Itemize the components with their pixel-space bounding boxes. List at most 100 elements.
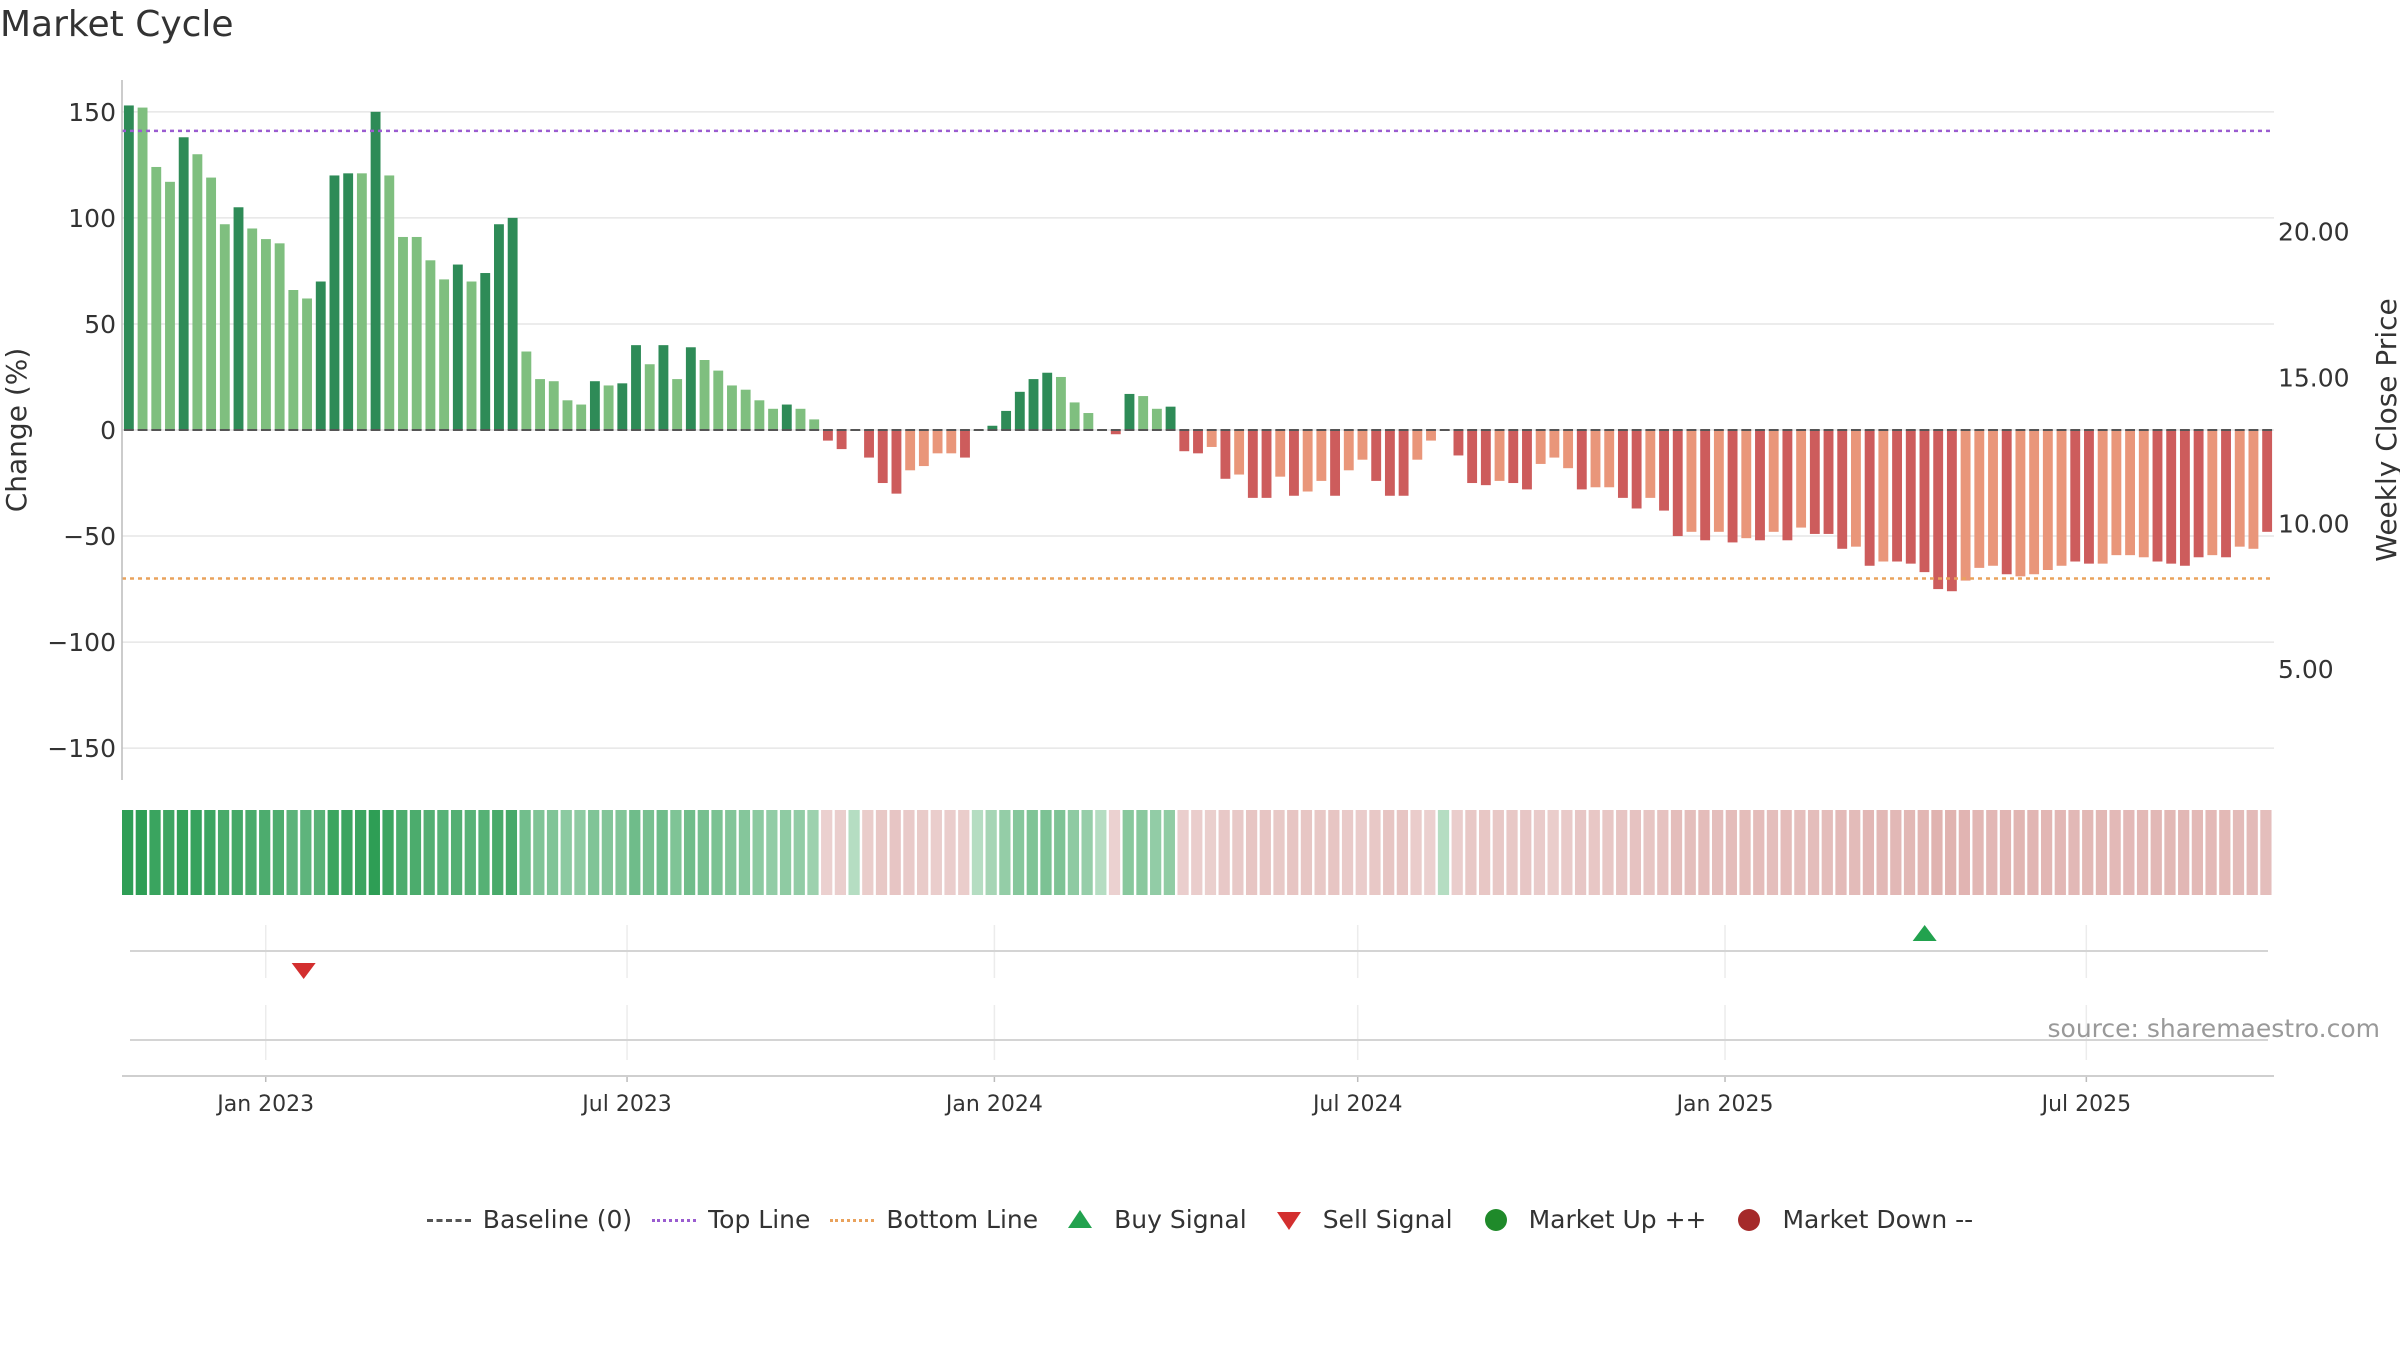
- heat-cell: [793, 810, 805, 895]
- bar: [1480, 430, 1491, 486]
- bar: [1974, 430, 1985, 568]
- heat-cell: [1972, 810, 1984, 895]
- bar: [905, 430, 916, 471]
- bar: [1713, 430, 1724, 532]
- bar: [1069, 402, 1080, 430]
- bar: [1892, 430, 1902, 562]
- bar: [548, 381, 559, 430]
- bar: [384, 175, 395, 430]
- heat-cell: [738, 810, 751, 895]
- heat-cell: [848, 810, 860, 895]
- heat-cell: [683, 810, 696, 895]
- heat-cell: [1835, 810, 1847, 895]
- bar: [754, 400, 765, 430]
- bar: [2125, 430, 2136, 556]
- bar: [2084, 430, 2094, 564]
- heat-cell: [1232, 810, 1244, 895]
- heat-cell: [1876, 810, 1888, 895]
- legend-label: Market Down --: [1782, 1205, 1974, 1234]
- heat-cell: [1287, 810, 1299, 895]
- heat-cell: [862, 810, 874, 895]
- bar: [370, 111, 381, 431]
- heat-cell: [1547, 810, 1559, 895]
- heat-cell: [1602, 810, 1614, 895]
- bar: [1576, 430, 1587, 490]
- y2-axis-label: Weekly Close Price: [2370, 298, 2400, 561]
- heat-strip-layer: [122, 810, 2272, 895]
- heat-cell: [245, 810, 257, 895]
- heat-cell: [423, 810, 435, 895]
- bar: [494, 224, 504, 430]
- heat-cell: [670, 810, 682, 895]
- heat-cell: [2191, 810, 2203, 895]
- heat-cell: [642, 810, 655, 895]
- bar: [1617, 430, 1628, 498]
- heat-cell: [834, 810, 847, 895]
- heat-cell: [313, 810, 326, 895]
- heat-cell: [135, 810, 147, 895]
- bar: [2234, 430, 2245, 547]
- y2-tick-label: 10.00: [2278, 509, 2350, 538]
- heat-cell: [971, 810, 984, 895]
- legend-label: Baseline (0): [482, 1205, 633, 1234]
- bar: [1549, 430, 1560, 458]
- heat-cell: [1054, 810, 1066, 895]
- bar: [2070, 430, 2081, 562]
- bar: [1275, 430, 1286, 477]
- bar: [260, 239, 271, 430]
- heat-cell: [779, 810, 792, 895]
- bar: [1124, 393, 1135, 430]
- bar: [1522, 430, 1532, 490]
- bar: [1179, 430, 1190, 452]
- bar: [960, 430, 970, 458]
- bar: [2221, 430, 2231, 558]
- bar: [795, 408, 806, 430]
- heat-cell: [985, 810, 997, 895]
- bottom-line-swatch-icon: [830, 1208, 875, 1232]
- bar: [1289, 430, 1299, 496]
- sell-signal-marker: [291, 963, 316, 979]
- heat-cell: [1999, 810, 2012, 895]
- heat-cell: [2013, 810, 2025, 895]
- heat-cell: [1108, 810, 1121, 895]
- heat-cell: [1218, 810, 1230, 895]
- bar: [1659, 430, 1669, 511]
- bar: [521, 351, 532, 430]
- heat-cell: [1177, 810, 1189, 895]
- bar: [2193, 430, 2204, 558]
- bar: [2138, 430, 2149, 558]
- bar: [1412, 430, 1423, 460]
- heat-cell: [259, 810, 271, 895]
- heat-cell: [1657, 810, 1669, 895]
- bar: [411, 236, 422, 430]
- heat-cell: [1506, 810, 1518, 895]
- heat-cell: [1191, 810, 1203, 895]
- heat-cell: [1807, 810, 1820, 895]
- heat-cell: [1986, 810, 1998, 895]
- heat-cell: [437, 810, 449, 895]
- heat-cell: [163, 810, 175, 895]
- bar: [1535, 430, 1546, 464]
- bar: [1426, 430, 1436, 441]
- heat-cell: [217, 810, 230, 895]
- heat-cell: [1369, 810, 1381, 895]
- heat-cell: [1204, 810, 1217, 895]
- bar: [1001, 410, 1012, 430]
- bars-layer: [123, 105, 2273, 592]
- heat-cell: [2205, 810, 2217, 895]
- heat-cell: [1862, 810, 1875, 895]
- heat-cell: [917, 810, 929, 895]
- bar: [2111, 430, 2122, 556]
- heat-cell: [1520, 810, 1532, 895]
- bar: [1384, 430, 1395, 496]
- bar: [1755, 430, 1765, 541]
- heat-cell: [355, 810, 367, 895]
- bar: [1302, 430, 1313, 492]
- bar: [1919, 430, 1930, 573]
- bar: [1672, 430, 1683, 537]
- x-tick-label: Jan 2024: [944, 1092, 1043, 1117]
- heat-cell: [341, 810, 353, 895]
- bar: [1768, 430, 1779, 532]
- heat-cell: [1465, 810, 1477, 895]
- bar: [1014, 391, 1025, 430]
